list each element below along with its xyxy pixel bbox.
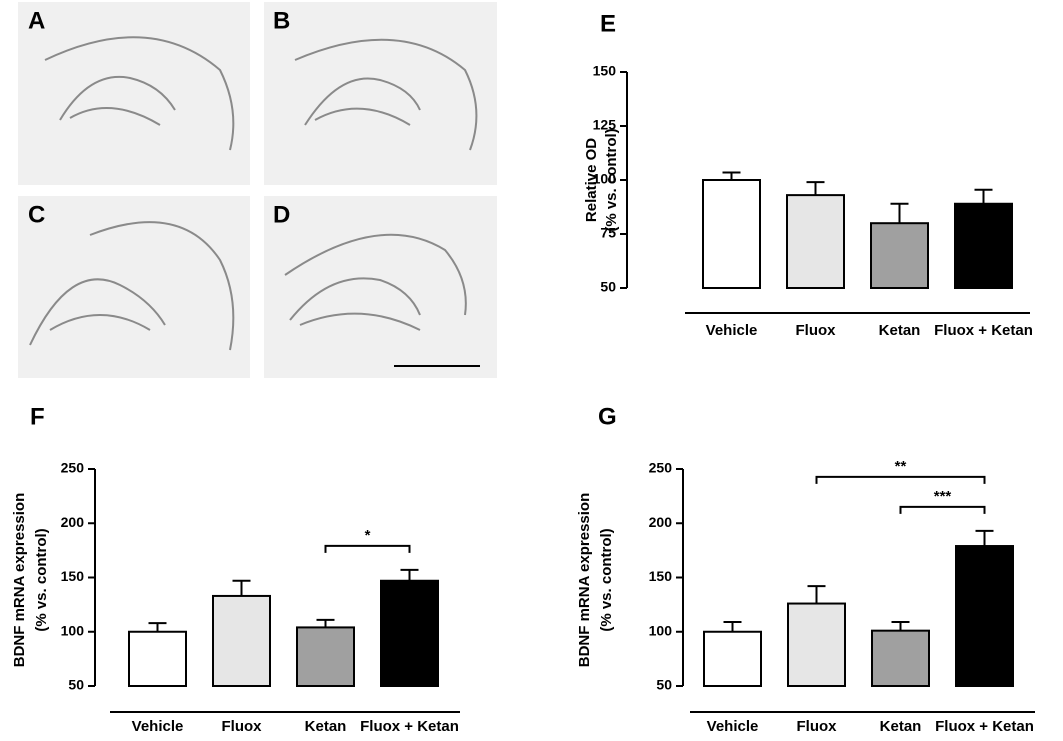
significance-bracket xyxy=(815,475,986,484)
x-tick-label: Ketan xyxy=(880,718,922,735)
bar xyxy=(212,594,271,688)
significance-label: *** xyxy=(934,488,952,505)
y-tick-label: 150 xyxy=(649,568,673,584)
significance-label: * xyxy=(365,527,371,544)
y-axis-label: (% vs. control) xyxy=(603,128,620,231)
significance-bracket xyxy=(899,505,986,514)
hippocampus-outline xyxy=(284,233,467,331)
x-tick-label: Vehicle xyxy=(706,322,758,339)
panel-label: F xyxy=(30,403,45,430)
y-tick-label: 75 xyxy=(600,225,616,241)
micrograph xyxy=(18,196,250,378)
y-tick-label: 100 xyxy=(649,622,673,638)
bar xyxy=(870,222,929,289)
panel-label: B xyxy=(273,7,290,34)
y-tick-label: 50 xyxy=(600,279,616,295)
bar xyxy=(380,579,439,688)
panel-label: D xyxy=(273,201,290,228)
x-tick-label: Fluox xyxy=(796,322,837,339)
x-tick-label: Ketan xyxy=(305,718,347,735)
x-tick-label: Vehicle xyxy=(132,718,184,735)
y-tick-label: 50 xyxy=(68,677,84,693)
y-tick-label: 200 xyxy=(61,514,85,530)
bar xyxy=(787,602,846,687)
micrograph xyxy=(264,2,497,185)
x-tick-label: Fluox xyxy=(222,718,263,735)
micrograph-panels xyxy=(18,2,497,378)
x-tick-label: Fluox + Ketan xyxy=(934,322,1033,339)
y-axis-label: Relative OD xyxy=(583,138,600,222)
y-tick-label: 200 xyxy=(649,514,673,530)
x-tick-label: Ketan xyxy=(879,322,921,339)
x-tick-label: Fluox xyxy=(797,718,838,735)
y-axis-label: (% vs. control) xyxy=(598,528,615,631)
panel-label: E xyxy=(600,10,616,37)
y-tick-label: 125 xyxy=(593,117,617,133)
micrograph xyxy=(18,2,250,185)
bar xyxy=(128,630,187,687)
hippocampus-outline xyxy=(294,38,478,151)
bar xyxy=(871,629,930,687)
hippocampus-outline xyxy=(29,221,235,351)
y-tick-label: 150 xyxy=(61,568,85,584)
bar xyxy=(703,630,762,687)
bar xyxy=(702,179,761,289)
bar xyxy=(786,194,845,289)
y-tick-label: 100 xyxy=(593,171,617,187)
micrograph xyxy=(264,196,497,378)
panel-label: A xyxy=(28,7,45,34)
y-tick-label: 250 xyxy=(61,460,85,476)
y-tick-label: 150 xyxy=(593,63,617,79)
hippocampus-outline xyxy=(44,36,235,151)
y-tick-label: 250 xyxy=(649,460,673,476)
y-axis-label: BDNF mRNA expression xyxy=(576,493,593,667)
significance-label: ** xyxy=(895,458,907,475)
x-tick-label: Fluox + Ketan xyxy=(360,718,459,735)
panel-label: C xyxy=(28,201,45,228)
bar xyxy=(296,626,355,687)
panel-label: G xyxy=(598,403,617,430)
bar xyxy=(954,202,1013,289)
x-tick-label: Fluox + Ketan xyxy=(935,718,1034,735)
y-tick-label: 100 xyxy=(61,622,85,638)
bar xyxy=(955,545,1014,687)
y-axis-label: (% vs. control) xyxy=(33,528,50,631)
y-tick-label: 50 xyxy=(656,677,672,693)
x-tick-label: Vehicle xyxy=(707,718,759,735)
significance-bracket xyxy=(324,544,411,553)
y-axis-label: BDNF mRNA expression xyxy=(11,493,28,667)
